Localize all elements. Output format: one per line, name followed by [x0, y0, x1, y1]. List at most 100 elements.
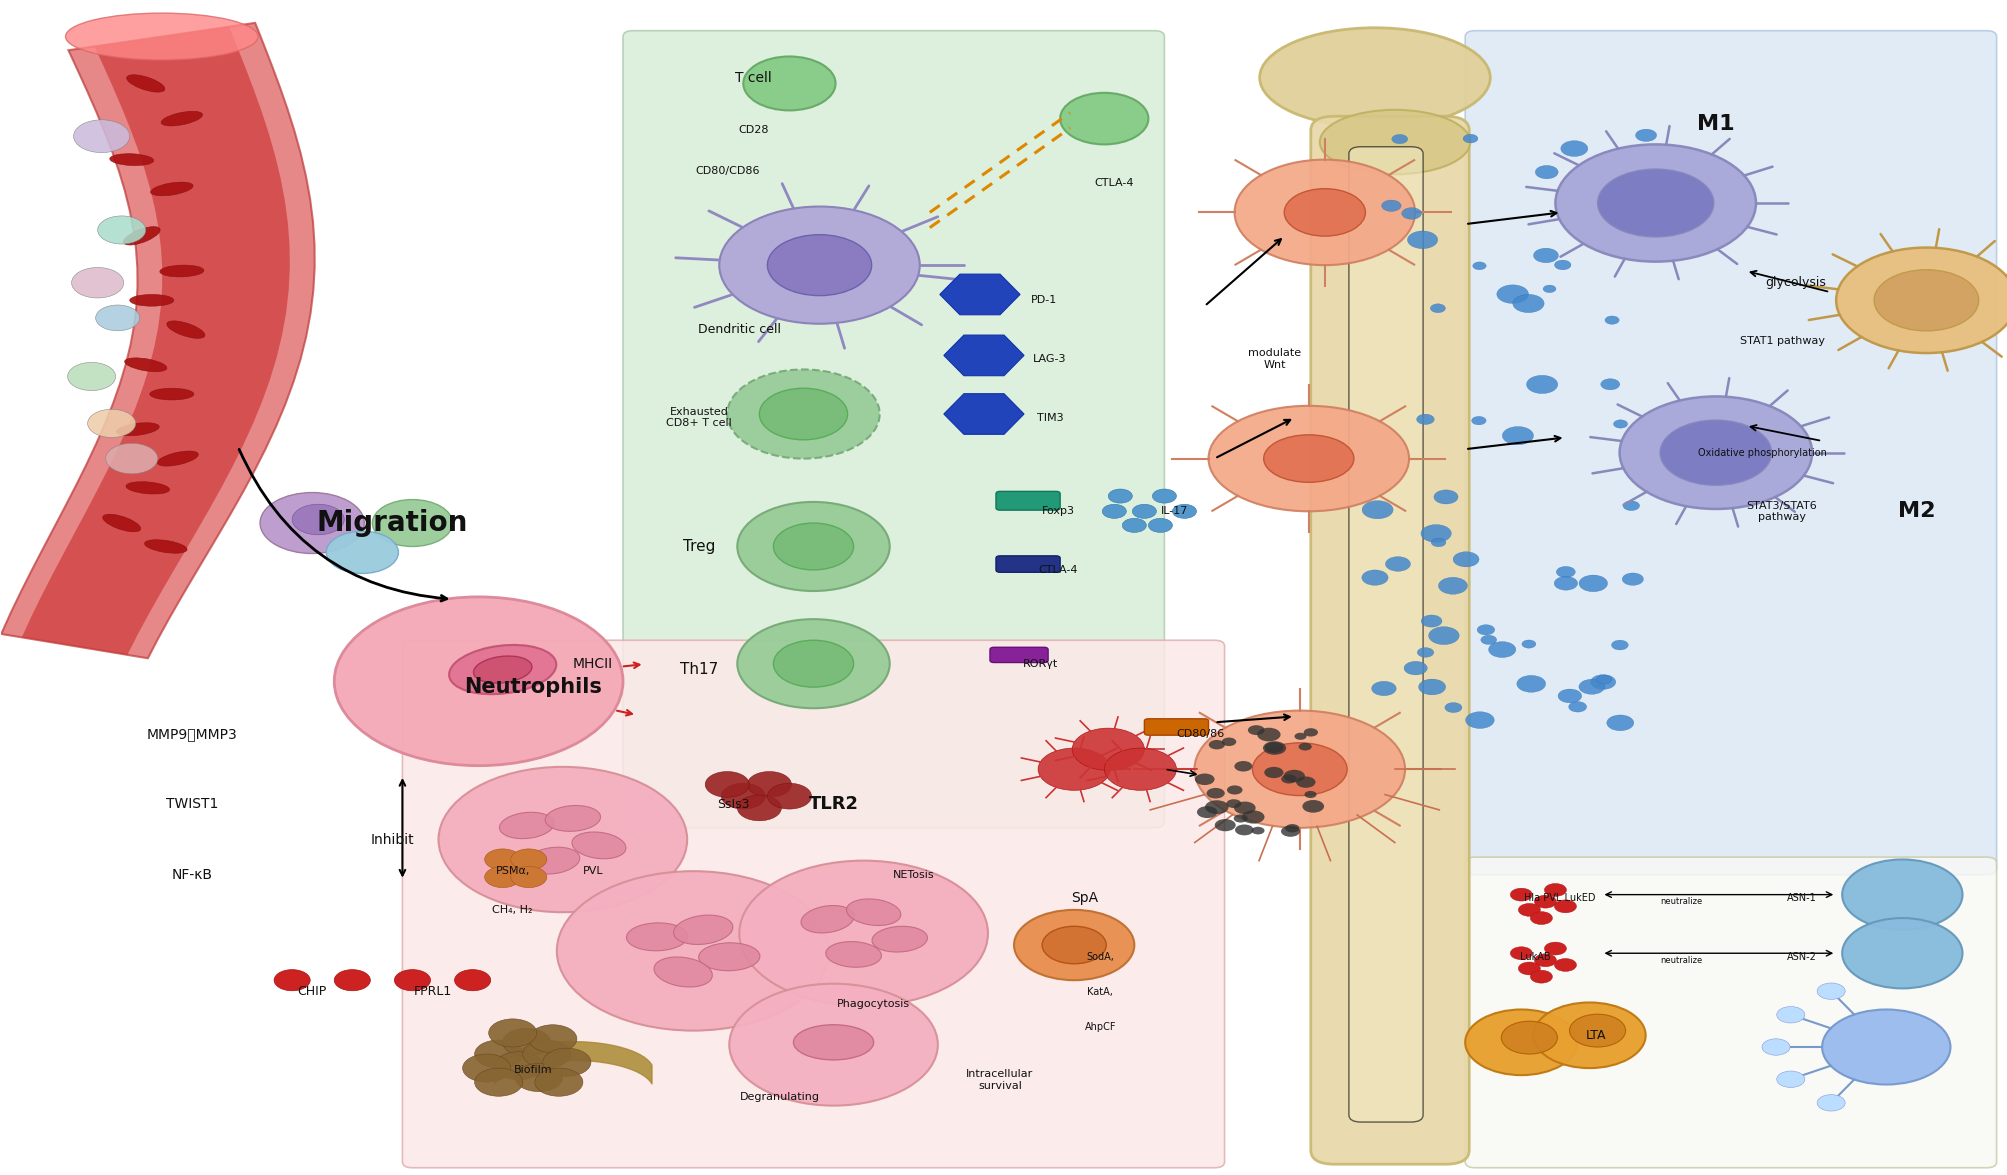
Text: MHCII: MHCII — [572, 657, 612, 671]
Circle shape — [1295, 777, 1315, 787]
Circle shape — [1517, 962, 1539, 975]
Text: NF-κB: NF-κB — [171, 867, 213, 881]
Text: glycolysis: glycolysis — [1764, 276, 1826, 289]
FancyBboxPatch shape — [1465, 31, 1995, 874]
Circle shape — [1660, 419, 1770, 485]
Circle shape — [510, 848, 546, 870]
Circle shape — [325, 531, 397, 573]
Circle shape — [743, 56, 835, 110]
Text: KatA,: KatA, — [1086, 987, 1112, 996]
Circle shape — [1465, 712, 1493, 728]
Circle shape — [1226, 785, 1242, 794]
Circle shape — [502, 1028, 550, 1056]
Text: SsIs3: SsIs3 — [716, 798, 749, 811]
Ellipse shape — [1258, 28, 1489, 127]
Circle shape — [1371, 682, 1395, 696]
FancyBboxPatch shape — [1144, 719, 1208, 736]
Circle shape — [1569, 1014, 1626, 1047]
Circle shape — [1553, 900, 1575, 913]
Circle shape — [1014, 909, 1134, 980]
Text: Migration: Migration — [317, 509, 468, 537]
Ellipse shape — [1252, 743, 1347, 795]
Circle shape — [1840, 859, 1961, 929]
Circle shape — [68, 362, 116, 390]
Circle shape — [1234, 825, 1252, 835]
Ellipse shape — [526, 847, 580, 874]
Circle shape — [333, 597, 622, 766]
Circle shape — [1604, 316, 1618, 324]
Circle shape — [1220, 738, 1236, 746]
Circle shape — [1104, 748, 1176, 791]
Text: STAT3/STAT6
pathway: STAT3/STAT6 pathway — [1746, 501, 1816, 522]
Text: TIM3: TIM3 — [1036, 412, 1064, 423]
Text: Th17: Th17 — [680, 662, 719, 677]
Circle shape — [1596, 676, 1612, 684]
Circle shape — [514, 1063, 562, 1092]
Ellipse shape — [500, 812, 554, 839]
Text: modulate
Wnt: modulate Wnt — [1248, 348, 1301, 370]
Circle shape — [1816, 1095, 1844, 1112]
Circle shape — [1555, 145, 1754, 262]
Ellipse shape — [1284, 189, 1365, 236]
Text: CD80/CD86: CD80/CD86 — [694, 167, 759, 176]
FancyBboxPatch shape — [401, 640, 1224, 1168]
Circle shape — [1501, 1021, 1557, 1054]
Circle shape — [528, 1025, 576, 1053]
Circle shape — [773, 640, 853, 687]
Ellipse shape — [122, 227, 161, 246]
Circle shape — [1622, 501, 1640, 511]
Circle shape — [1533, 248, 1557, 263]
Ellipse shape — [157, 451, 199, 466]
Circle shape — [747, 772, 791, 798]
Circle shape — [74, 120, 130, 153]
Circle shape — [474, 1040, 522, 1068]
Text: M1: M1 — [1696, 114, 1734, 134]
Circle shape — [1284, 824, 1299, 832]
Circle shape — [1431, 538, 1445, 546]
Ellipse shape — [698, 942, 759, 971]
Ellipse shape — [546, 806, 600, 832]
Circle shape — [1038, 748, 1110, 791]
Circle shape — [1529, 912, 1551, 925]
Circle shape — [1246, 725, 1264, 736]
Ellipse shape — [793, 1025, 873, 1060]
Circle shape — [719, 207, 919, 324]
Ellipse shape — [126, 482, 169, 493]
Circle shape — [1421, 524, 1451, 543]
Text: STAT1 pathway: STAT1 pathway — [1738, 336, 1824, 347]
Circle shape — [737, 619, 889, 709]
Text: Intracellular
survival: Intracellular survival — [965, 1069, 1034, 1090]
Circle shape — [1471, 262, 1485, 270]
Circle shape — [1555, 566, 1575, 577]
Circle shape — [1463, 134, 1477, 143]
Circle shape — [484, 848, 520, 870]
Circle shape — [333, 969, 369, 991]
Ellipse shape — [151, 182, 193, 196]
Circle shape — [1515, 676, 1545, 692]
Ellipse shape — [1319, 109, 1469, 174]
Circle shape — [1196, 806, 1216, 818]
Circle shape — [1042, 926, 1106, 964]
Circle shape — [1840, 918, 1961, 988]
Ellipse shape — [474, 656, 532, 683]
Circle shape — [1553, 577, 1578, 590]
Ellipse shape — [66, 13, 259, 60]
Circle shape — [1553, 959, 1575, 972]
Circle shape — [1429, 304, 1445, 313]
Text: LukAB: LukAB — [1519, 952, 1549, 962]
Text: MMP9、MMP3: MMP9、MMP3 — [147, 727, 237, 741]
Ellipse shape — [626, 922, 686, 951]
Circle shape — [1401, 208, 1421, 220]
Text: T cell: T cell — [735, 70, 771, 85]
Circle shape — [1465, 1009, 1578, 1075]
Circle shape — [1303, 800, 1323, 813]
Circle shape — [1471, 416, 1485, 425]
Circle shape — [1517, 904, 1539, 916]
Circle shape — [1614, 419, 1628, 428]
Circle shape — [462, 1054, 510, 1082]
Circle shape — [1479, 636, 1495, 645]
Text: RORγt: RORγt — [1022, 659, 1058, 669]
Circle shape — [438, 767, 686, 912]
Circle shape — [494, 1052, 542, 1080]
Circle shape — [1600, 378, 1620, 390]
